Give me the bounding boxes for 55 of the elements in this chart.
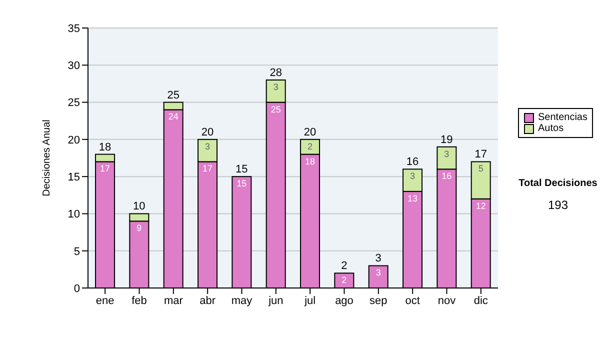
data-label: 3 [273,82,278,92]
data-label: 18 [305,156,316,166]
x-tick-label: jun [268,294,284,307]
data-label: 12 [476,200,486,211]
x-tick-label: dic [474,294,488,307]
total-label: 19 [440,134,453,146]
x-tick-label: mar [164,294,184,307]
total-label: 15 [236,164,248,176]
data-label: 3 [205,141,210,152]
x-tick-label: oct [405,294,420,307]
data-label: 3 [376,268,381,278]
x-tick-label: nov [438,294,456,307]
text: Total Decisiones [518,178,598,189]
x-tick-label: ene [96,294,114,307]
x-tick-label: jul [304,294,316,307]
data-label: 9 [136,223,142,234]
data-label: 2 [308,141,313,152]
y-tick-label: 20 [68,134,80,146]
y-tick-label: 5 [74,246,80,258]
text: 193 [546,198,570,212]
y-tick-label: 30 [68,60,80,72]
total-label: 3 [375,252,382,265]
data-label: 17 [202,164,213,174]
x-tick-label: abr [200,294,216,307]
x-tick-label: may [231,294,253,307]
data-label: 3 [444,148,450,159]
total-label: 28 [270,67,282,79]
total-label: 18 [98,141,112,154]
legend-label: Sentencias [538,112,588,123]
data-label: 3 [410,171,416,182]
x-tick-label: ago [335,294,354,307]
y-tick-label: 35 [68,22,80,35]
data-label: 15 [236,178,247,189]
data-label: 25 [270,104,281,114]
total-label: 16 [406,156,419,168]
total-label: 10 [133,200,146,213]
x-tick-label: sep [370,294,388,307]
data-label: 24 [168,112,178,122]
total-label: 17 [474,148,487,161]
total-label: 25 [167,89,180,102]
y-tick-label: 0 [74,282,80,295]
legend-label: Autos [538,123,564,134]
data-label: 13 [408,193,418,204]
y-axis-title: Decisiones Anual [42,120,53,196]
total-label: 20 [304,126,316,138]
data-label: 16 [442,171,452,182]
total-label: 20 [201,126,214,138]
data-label: 5 [478,164,484,174]
y-tick-label: 15 [68,171,80,184]
y-tick-label: 25 [68,97,80,110]
data-label: 17 [100,164,110,174]
total-label: 2 [341,260,348,272]
data-label: 2 [342,275,347,286]
y-tick-label: 10 [68,208,80,221]
x-tick-label: feb [132,294,147,307]
